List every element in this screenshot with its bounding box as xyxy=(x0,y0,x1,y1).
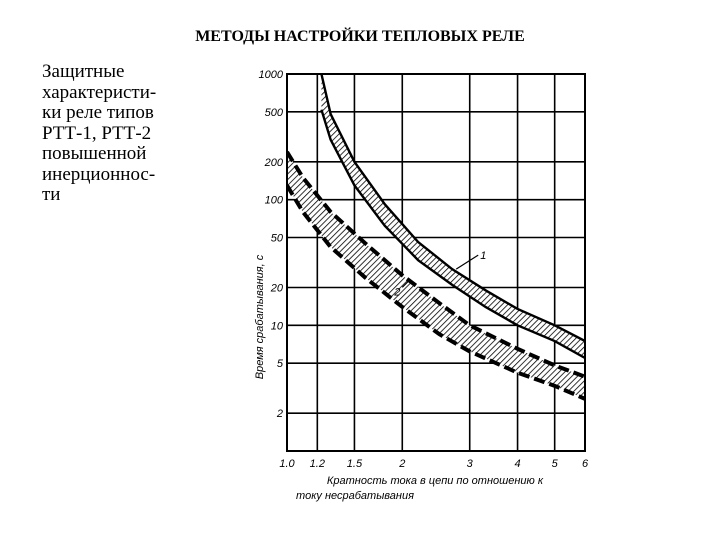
series-lower-edge-2 xyxy=(287,184,585,401)
description-line: характеристи- xyxy=(42,81,157,103)
description-line: инерционнос- xyxy=(42,163,156,185)
x-tick-label: 1.2 xyxy=(310,458,325,470)
x-tick-label: 3 xyxy=(467,458,474,470)
series-label-leader xyxy=(401,280,409,288)
x-tick-label: 6 xyxy=(582,458,589,470)
description-line: повышенной xyxy=(42,143,147,164)
series-bands xyxy=(287,74,585,401)
x-axis-label-line1: Кратность тока в цепи по отношению к xyxy=(327,475,544,487)
description-line: Защитные xyxy=(42,61,125,82)
grid xyxy=(286,73,586,451)
series-upper-edge-2 xyxy=(287,150,585,379)
series-labels: 12 xyxy=(393,250,486,298)
plot-frame xyxy=(286,73,586,452)
y-tick-label: 2 xyxy=(276,408,283,420)
series-band-2 xyxy=(287,151,585,399)
x-tick-label: 1.0 xyxy=(279,458,295,470)
description-line: ти xyxy=(42,184,61,205)
x-tick-label: 4 xyxy=(515,458,521,470)
x-axis-label-line2: току несрабатывания xyxy=(296,490,414,502)
y-tick-label: 1000 xyxy=(259,69,284,81)
series-upper-edge-1 xyxy=(320,74,585,343)
series-label-1: 1 xyxy=(480,250,486,262)
y-tick-label: 5 xyxy=(277,358,284,370)
series-label-leader xyxy=(455,254,479,270)
description-line: РТТ-1, РТТ-2 xyxy=(42,122,152,144)
y-axis-label: Время срабатывания, с xyxy=(254,254,266,379)
axis-ticks: 1.0 1.2 1.5 2 3 4 5 6 1000 500 200 100 50 20 10 5 2 xyxy=(259,69,589,470)
y-tick-label: 200 xyxy=(264,157,284,169)
y-tick-label: 10 xyxy=(271,320,284,332)
x-tick-label: 5 xyxy=(552,458,559,470)
y-tick-label: 500 xyxy=(265,107,284,119)
series-label-2: 2 xyxy=(393,286,400,298)
series-band-1 xyxy=(321,74,585,358)
x-tick-label: 2 xyxy=(398,458,405,470)
slide-title: МЕТОДЫ НАСТРОЙКИ ТЕПЛОВЫХ РЕЛЕ xyxy=(195,28,525,45)
y-tick-label: 100 xyxy=(265,195,284,207)
x-tick-label: 1.5 xyxy=(347,458,363,470)
slide-description: Защитные характеристи- ки реле типов РТТ… xyxy=(42,61,217,206)
y-tick-label: 50 xyxy=(271,232,284,244)
description-line: ки реле типов xyxy=(42,102,154,123)
series-lower-edge-1 xyxy=(320,109,585,360)
y-tick-label: 20 xyxy=(270,283,284,295)
